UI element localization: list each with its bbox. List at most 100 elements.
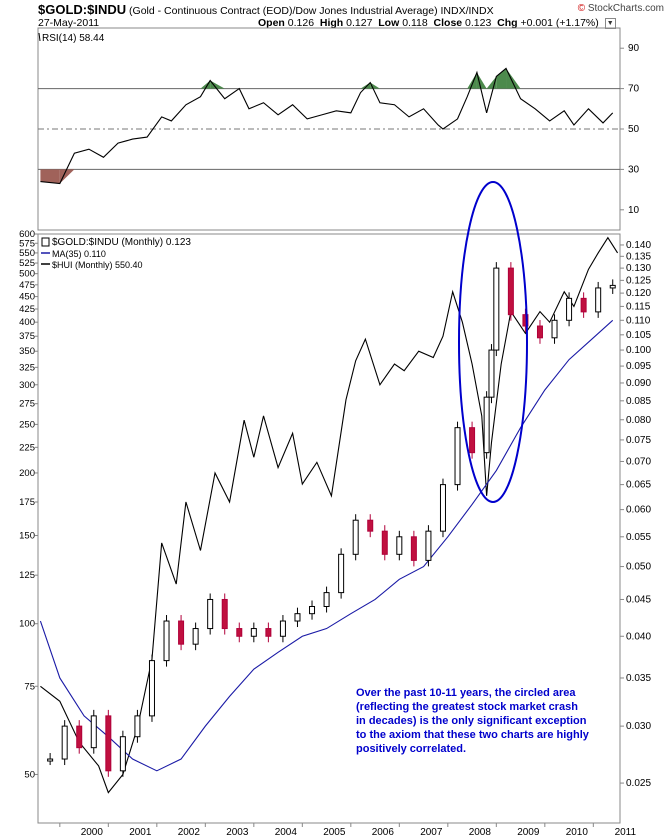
hui-tick-label: 525 (19, 258, 35, 269)
x-tick-label: 2004 (275, 827, 298, 838)
hui-tick-label: 150 (19, 531, 35, 542)
candle (439, 484, 446, 532)
price-tick-label: 0.135 (626, 251, 651, 262)
open-value: 0.126 (287, 17, 315, 29)
rsi-legend-swatch (38, 32, 41, 42)
candle (483, 396, 490, 454)
candle-legend-swatch (41, 237, 50, 247)
hui-tick-label: 350 (19, 346, 35, 357)
rsi-tick-label: 70 (628, 84, 640, 95)
candle (236, 628, 243, 637)
candle (119, 736, 126, 772)
candle (454, 427, 461, 486)
candle (309, 605, 316, 615)
ma-legend-text: MA(35) 0.110 (52, 249, 106, 259)
annotation-line: in decades) is the only significant exce… (356, 715, 587, 727)
candle (536, 325, 543, 339)
hui-tick-label: 200 (19, 468, 35, 479)
rsi-legend: RSI(14) 58.44 (38, 32, 105, 44)
price-tick-label: 0.110 (626, 315, 651, 326)
candle (396, 536, 403, 555)
price-panel-frame (37, 233, 621, 824)
rsi-overbought-fill (210, 80, 225, 89)
price-legend: $GOLD:$INDU (Monthly) 0.123 MA(35) 0.110… (41, 237, 191, 270)
candle (76, 725, 83, 749)
price-tick-label: 0.125 (626, 275, 651, 286)
price-tick-label: 0.035 (626, 673, 651, 684)
candle (105, 715, 112, 772)
x-tick-label: 2000 (81, 827, 104, 838)
high-value: 0.127 (346, 17, 373, 29)
candle (323, 592, 330, 607)
chg-label: Chg (497, 17, 518, 29)
symbol-description: (Gold - Continuous Contract (EOD)/Dow Jo… (129, 5, 438, 17)
close-value: 0.123 (465, 17, 492, 29)
hui-tick-label: 75 (24, 681, 35, 692)
hui-tick-label: 225 (19, 442, 35, 453)
candle (265, 628, 272, 637)
rsi-legend-text: RSI(14) 58.44 (42, 33, 105, 44)
rsi-tick-label: 50 (628, 124, 640, 135)
price-tick-label: 0.105 (626, 330, 651, 341)
x-tick-label: 2002 (178, 827, 201, 838)
candle (47, 758, 54, 762)
candle (192, 628, 199, 645)
close-label: Close (433, 17, 463, 29)
candle (488, 349, 495, 398)
rsi-overbought-fill (496, 68, 507, 89)
brand-name: StockCharts.com (587, 3, 664, 14)
price-tick-label: 0.070 (626, 456, 651, 467)
chg-value: +0.001 (+1.17%) (520, 17, 599, 29)
candle (352, 519, 359, 555)
annotation-line: (reflecting the greatest stock market cr… (356, 701, 578, 713)
candle (250, 628, 257, 637)
price-tick-label: 0.130 (626, 263, 651, 274)
x-tick-label: 2011 (615, 827, 637, 838)
brand-watermark[interactable]: © StockCharts.com (578, 3, 664, 14)
symbol-label: $GOLD:$INDU (38, 2, 127, 17)
main-legend-text: $GOLD:$INDU (Monthly) 0.123 (52, 237, 191, 248)
candle (61, 725, 68, 760)
hui-tick-label: 450 (19, 292, 35, 303)
candle (609, 284, 616, 289)
annotation-line: positively correlated. (356, 743, 466, 755)
hui-tick-label: 100 (19, 619, 35, 630)
price-tick-label: 0.045 (626, 594, 651, 605)
ma-line (39, 319, 614, 772)
low-value: 0.118 (402, 17, 428, 29)
x-tick-label: 2001 (129, 827, 152, 838)
hui-tick-label: 300 (19, 380, 35, 391)
rsi-overbought-fill (467, 72, 477, 89)
price-tick-label: 0.065 (626, 480, 651, 491)
candle (338, 553, 345, 594)
candle (207, 598, 214, 630)
candle (551, 319, 558, 339)
x-tick-label: 2006 (372, 827, 395, 838)
price-tick-label: 0.095 (626, 361, 651, 372)
candle (381, 530, 388, 555)
candle (469, 427, 476, 454)
hui-tick-label: 600 (19, 229, 35, 240)
candle (410, 536, 417, 561)
candle (507, 267, 514, 316)
candle (221, 598, 228, 630)
rsi-overbought-fill (200, 80, 211, 89)
hui-tick-label: 375 (19, 331, 35, 342)
candle (148, 660, 155, 717)
chart-header: $GOLD:$INDU (Gold - Continuous Contract … (38, 2, 494, 17)
hui-tick-label: 400 (19, 317, 35, 328)
x-tick-label: 2005 (323, 827, 346, 838)
hui-tick-label: 500 (19, 269, 35, 280)
candle (580, 297, 587, 313)
price-tick-label: 0.100 (626, 345, 651, 356)
hui-tick-label: 50 (24, 769, 35, 780)
candle (163, 620, 170, 662)
x-tick-label: 2009 (517, 827, 540, 838)
price-tick-label: 0.090 (626, 378, 651, 389)
hui-tick-label: 550 (19, 248, 35, 259)
hui-tick-label: 250 (19, 419, 35, 430)
rsi-overbought-fill (360, 82, 371, 89)
rsi-panel: 10 30 50 70 90 (37, 27, 640, 231)
price-tick-label: 0.060 (626, 505, 651, 516)
